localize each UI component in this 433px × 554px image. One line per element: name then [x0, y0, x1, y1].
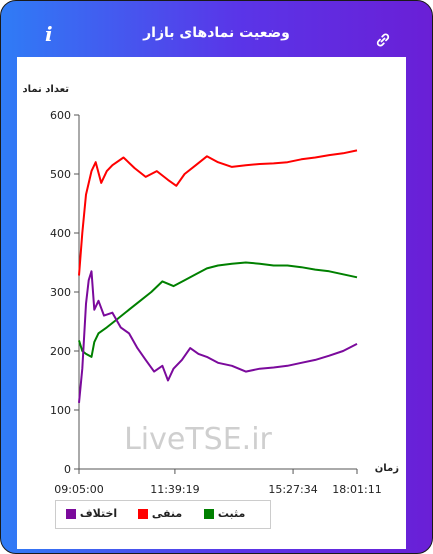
series-line-diff [78, 270, 358, 403]
legend-item-diff[interactable]: اختلاف [66, 507, 117, 521]
x-tick-label: 18:01:11 [332, 483, 381, 496]
legend-item-positive[interactable]: مثبت [204, 507, 245, 521]
x-axis-title: زمان [375, 463, 399, 474]
line-chart: تعداد نماد زمان LiveTSE.ir 0 100 200 300 400… [22, 84, 399, 496]
chart-panel: تعداد نماد زمان LiveTSE.ir 0 100 200 300 400… [17, 57, 406, 549]
y-tick-label: 100 [50, 404, 71, 417]
chart-legend: اختلاف منفی مثبت [55, 500, 271, 529]
y-tick-label: 300 [50, 286, 71, 299]
info-icon[interactable]: i [45, 22, 53, 46]
y-axis-title: تعداد نماد [22, 84, 69, 95]
x-tick-label: 15:27:34 [268, 483, 317, 496]
widget-title: وضعیت نمادهای بازار [143, 25, 290, 41]
series-line-negative [78, 149, 358, 276]
y-tick-label: 0 [64, 463, 71, 476]
legend-swatch-diff [66, 509, 76, 519]
widget-header: i وضعیت نمادهای بازار [1, 1, 432, 57]
y-tick-label: 400 [50, 227, 71, 240]
legend-label-positive: مثبت [217, 507, 246, 520]
y-tick-label: 200 [50, 345, 71, 358]
legend-label-negative: منفی [151, 507, 183, 520]
y-tick-label: 600 [50, 109, 71, 122]
legend-item-negative[interactable]: منفی [138, 507, 182, 521]
series-line-positive [78, 261, 358, 358]
link-icon[interactable] [374, 31, 392, 49]
legend-label-diff: اختلاف [79, 507, 118, 520]
x-tick-label: 11:39:19 [150, 483, 199, 496]
legend-swatch-positive [204, 509, 214, 519]
x-tick-label: 09:05:00 [54, 483, 103, 496]
legend-swatch-negative [138, 509, 148, 519]
watermark: LiveTSE.ir [124, 422, 272, 457]
y-tick-label: 500 [50, 168, 71, 181]
